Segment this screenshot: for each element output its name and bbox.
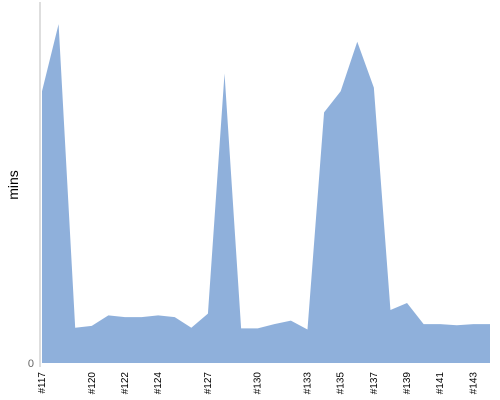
x-axis-ticks: #117 #120 #122 #124 #127 #130 #133 #135 #137 #139… xyxy=(37,372,479,395)
x-tick-label: #120 xyxy=(87,372,98,395)
y-axis-title: mins xyxy=(5,170,21,200)
area-series-0 xyxy=(42,24,490,364)
x-tick-label: #133 xyxy=(302,372,313,395)
x-tick-label: #117 xyxy=(37,372,48,394)
y-tick-label: 0 xyxy=(28,358,34,370)
x-tick-label: #143 xyxy=(468,372,479,395)
y-axis-ticks: 0 xyxy=(28,358,34,370)
x-tick-label: #127 xyxy=(203,372,214,395)
x-tick-label: #122 xyxy=(120,372,131,395)
x-tick-label: #137 xyxy=(369,372,380,395)
plot-area xyxy=(42,24,490,364)
x-tick-label: #139 xyxy=(402,372,413,395)
x-tick-label: #141 xyxy=(435,372,446,395)
x-tick-label: #124 xyxy=(153,372,164,395)
x-tick-label: #135 xyxy=(336,372,347,395)
x-tick-label: #130 xyxy=(253,372,264,395)
